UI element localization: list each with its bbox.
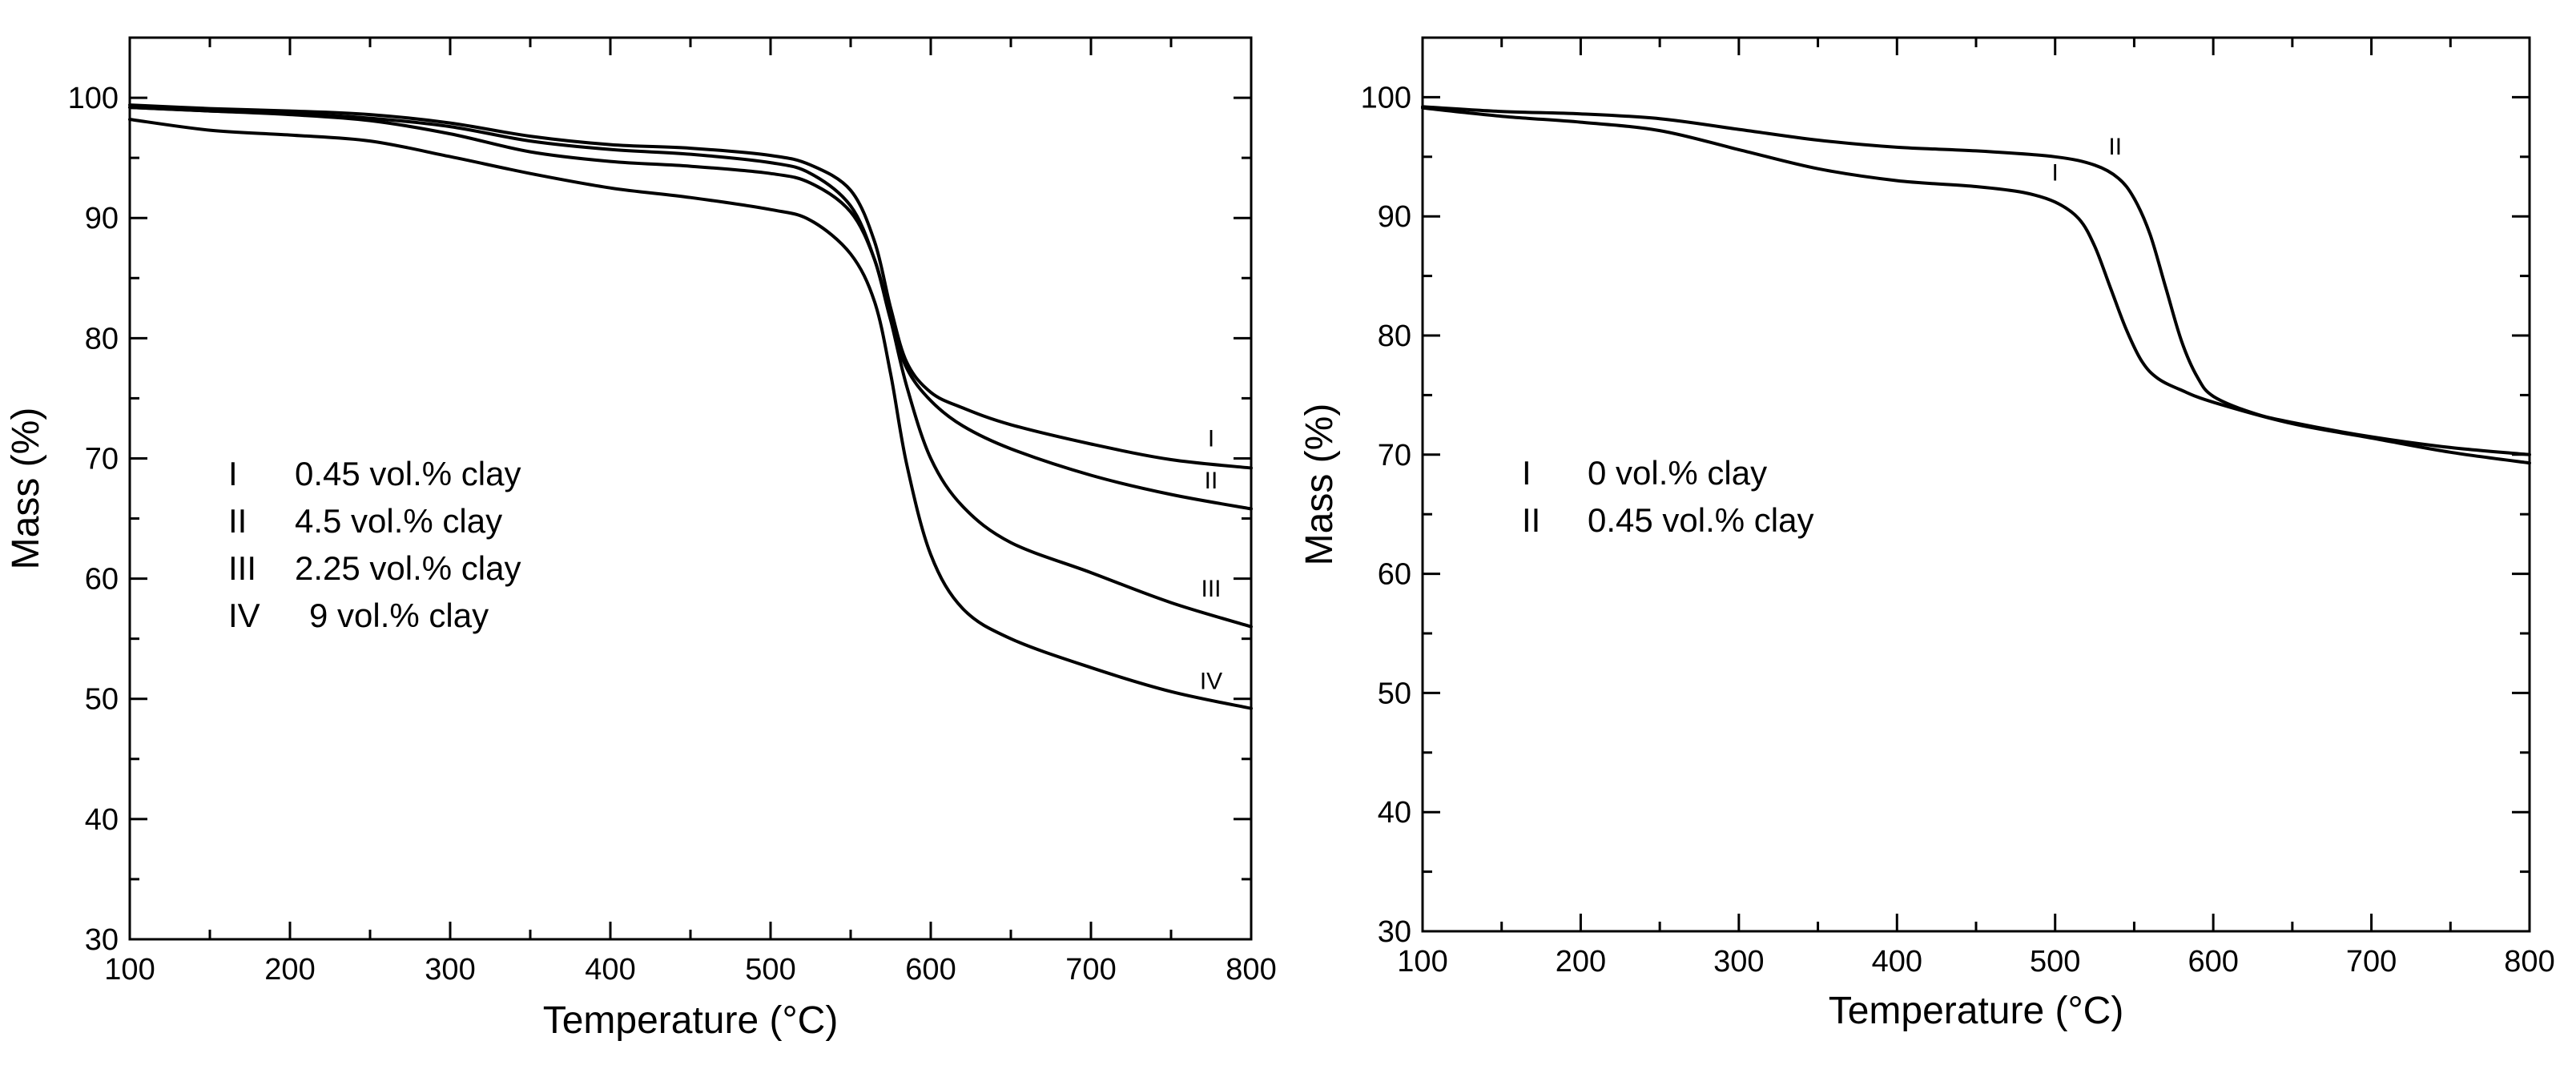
x-tick-label: 200: [264, 953, 315, 987]
curve-label-II: II: [1205, 468, 1218, 494]
right-panel-chart: 100 200 300 400 500 600 700 800 30 40 50 60 70 80 90 10…: [1298, 36, 2555, 1032]
curve-label-IV: IV: [1200, 669, 1222, 695]
legend-id: II: [228, 502, 247, 540]
x-tick-label: 800: [2504, 945, 2554, 979]
x-tick-label: 500: [745, 953, 795, 987]
legend-label: 2.25 vol.% clay: [295, 549, 521, 587]
x-tick-label: 800: [1226, 953, 1276, 987]
y-tick-label: 50: [1378, 677, 1411, 710]
legend-id: II: [1522, 501, 1540, 539]
y-tick-label: 100: [68, 82, 119, 115]
x-tick-label: 100: [1397, 945, 1447, 979]
y-tick-label: 60: [85, 563, 119, 597]
x-axis-title: Temperature (°C): [543, 999, 839, 1042]
y-tick-label: 90: [1378, 200, 1411, 234]
y-tick-label: 40: [85, 803, 119, 837]
legend-label: 0 vol.% clay: [1588, 454, 1767, 492]
y-tick-label: 80: [85, 322, 119, 356]
curve-label-I: I: [1208, 425, 1214, 452]
legend: I 0 vol.% clay II 0.45 vol.% clay: [1522, 454, 1813, 539]
x-tick-label: 300: [425, 953, 475, 987]
x-tick-label: 600: [2188, 945, 2238, 979]
y-tick-label: 80: [1378, 319, 1411, 353]
legend-label: 4.5 vol.% clay: [295, 502, 502, 540]
series-line-I: [1421, 106, 2531, 465]
left-panel-chart: 100 200 300 400 500 600 700 800 30 40 50 60 70 80 90 10…: [5, 36, 1277, 1042]
series-line-I: [128, 103, 1253, 470]
legend-id: IV: [228, 597, 260, 634]
y-tick-label: 60: [1378, 558, 1411, 592]
curve-label-I: I: [2052, 160, 2059, 187]
x-tick-label: 500: [2030, 945, 2080, 979]
y-tick-label: 70: [1378, 439, 1411, 472]
legend-label: 9 vol.% clay: [309, 597, 489, 634]
x-axis-title: Temperature (°C): [1829, 990, 2124, 1032]
y-axis-title: Mass (%): [5, 408, 47, 570]
x-tick-label: 600: [905, 953, 956, 987]
x-tick-label: 400: [1872, 945, 1922, 979]
y-tick-label: 90: [85, 202, 119, 235]
x-tick-label: 700: [1065, 953, 1116, 987]
legend-id: I: [228, 455, 238, 492]
x-tick-label: 700: [2346, 945, 2397, 979]
y-tick-label: 30: [1378, 915, 1411, 949]
y-tick-label: 70: [85, 442, 119, 476]
series-line-IV: [128, 118, 1253, 710]
curve-label-III: III: [1201, 576, 1221, 602]
series-line-III: [128, 106, 1253, 629]
x-tick-label: 100: [104, 953, 155, 987]
legend: I 0.45 vol.% clay II 4.5 vol.% clay III 2.25 …: [228, 455, 521, 634]
legend-id: I: [1522, 454, 1532, 492]
series-line-II: [128, 106, 1253, 511]
legend-label: 0.45 vol.% clay: [1588, 501, 1813, 539]
curve-label-II: II: [2108, 134, 2122, 160]
y-tick-label: 50: [85, 683, 119, 717]
x-tick-label: 400: [585, 953, 635, 987]
y-tick-label: 30: [85, 923, 119, 957]
y-tick-label: 40: [1378, 796, 1411, 830]
legend-id: III: [228, 549, 256, 587]
x-tick-label: 200: [1556, 945, 1606, 979]
legend-label: 0.45 vol.% clay: [295, 455, 521, 492]
series-line-II: [1421, 105, 2531, 456]
y-tick-label: 100: [1361, 81, 1411, 115]
y-axis-title: Mass (%): [1298, 404, 1341, 566]
x-tick-label: 300: [1713, 945, 1764, 979]
